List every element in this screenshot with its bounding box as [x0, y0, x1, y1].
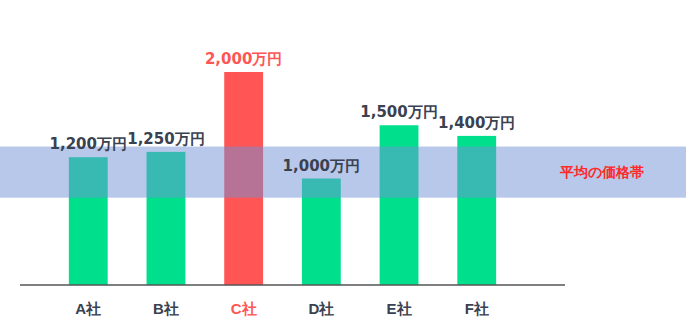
data-label: 1,200万円 — [50, 135, 127, 153]
band-label: 平均の価格帯 — [559, 164, 644, 180]
x-axis: A社 B社 C社 D社 E社 F社 — [20, 285, 565, 317]
tick-label: D社 — [308, 300, 334, 317]
tick-label: B社 — [153, 300, 179, 317]
data-label: 1,400万円 — [438, 114, 515, 132]
tick: E社 — [387, 300, 412, 317]
tick: D社 — [308, 300, 334, 317]
data-label: 1,500万円 — [360, 103, 437, 121]
data-label: 1,000万円 — [283, 157, 360, 175]
tick-label: A社 — [75, 300, 101, 317]
tick: C社 — [231, 300, 257, 317]
average-band — [0, 147, 686, 198]
data-labels: 1,200万円1,250万円 2,000万円 1,000万円 1,500万円1,400… — [50, 50, 516, 175]
data-label: 2,000万円 — [205, 50, 282, 68]
tick: A社 — [75, 300, 101, 317]
tick: B社 — [153, 300, 179, 317]
tick-label: E社 — [387, 300, 412, 317]
chart: 平均の価格帯 1,200万円1,250万円 2,000万円 1,000万円 1,500万… — [0, 0, 700, 335]
tick: F社 — [465, 300, 489, 317]
data-label: 1,250万円 — [127, 130, 204, 148]
tick-label: F社 — [465, 300, 489, 317]
tick-label: C社 — [231, 300, 257, 317]
axis-line — [20, 284, 565, 286]
